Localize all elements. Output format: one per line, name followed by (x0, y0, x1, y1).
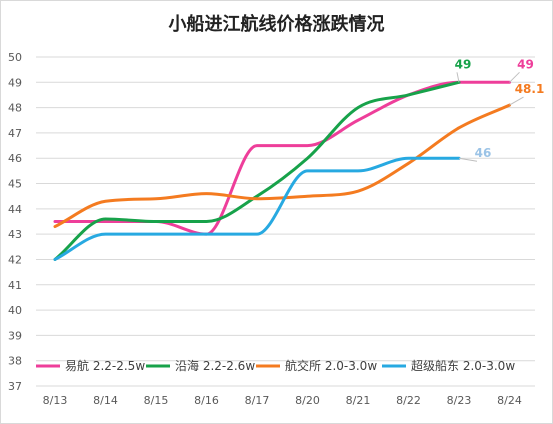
x-tick-label: 8/15 (144, 394, 169, 407)
series-line-1 (53, 80, 461, 261)
series-line-2 (53, 103, 511, 229)
x-tick-label: 8/22 (396, 394, 421, 407)
end-label-3: 46 (475, 146, 492, 160)
data-labels: 49 49 48.1 46 (455, 57, 545, 162)
end-label-0: 49 (517, 57, 534, 71)
y-tick-label: 40 (8, 304, 22, 317)
legend-label-3: 超级船东 2.0-3.0w (411, 358, 515, 373)
y-tick-label: 38 (8, 355, 22, 368)
y-tick-label: 44 (8, 203, 22, 216)
legend-label-1: 沿海 2.2-2.6w (175, 358, 255, 373)
y-tick-label: 46 (8, 152, 22, 165)
x-tick-label: 8/14 (93, 394, 118, 407)
label-leader-0 (509, 71, 520, 83)
y-tick-label: 47 (8, 127, 22, 140)
x-tick-label: 8/23 (447, 394, 472, 407)
chart-title: 小船进江航线价格涨跌情况 (168, 14, 385, 35)
x-tick-label: 8/17 (245, 394, 270, 407)
x-tick-label: 8/21 (346, 394, 371, 407)
x-axis-ticks: 8/13 8/14 8/15 8/16 8/17 8/20 8/21 8/22 8/23 8/24 (43, 394, 522, 407)
label-leader-2 (509, 96, 524, 106)
x-tick-label: 8/13 (43, 394, 68, 407)
legend-label-0: 易航 2.2-2.5w (65, 358, 145, 373)
y-tick-label: 42 (8, 253, 22, 266)
label-leader-1 (456, 72, 460, 83)
x-tick-label: 8/24 (497, 394, 522, 407)
y-axis-ticks: 37 38 39 40 41 42 43 44 45 46 47 48 49 50 (8, 51, 22, 393)
y-tick-label: 50 (8, 51, 22, 64)
y-tick-label: 43 (8, 228, 22, 241)
y-tick-label: 48 (8, 102, 22, 115)
end-label-2: 48.1 (515, 82, 545, 96)
end-label-1: 49 (455, 57, 472, 71)
y-tick-label: 37 (8, 380, 22, 393)
label-leader-3 (458, 157, 478, 162)
series-line-3 (53, 156, 461, 261)
grid-lines (36, 56, 535, 387)
x-tick-label: 8/20 (295, 394, 320, 407)
legend-label-2: 航交所 2.0-3.0w (285, 358, 377, 373)
y-tick-label: 41 (8, 279, 22, 292)
series-lines (53, 80, 511, 261)
x-tick-label: 8/16 (194, 394, 219, 407)
y-tick-label: 39 (8, 329, 22, 342)
y-tick-label: 45 (8, 178, 22, 191)
legend: 易航 2.2-2.5w 沿海 2.2-2.6w 航交所 2.0-3.0w 超级船东 2… (36, 358, 515, 373)
y-tick-label: 49 (8, 76, 22, 89)
